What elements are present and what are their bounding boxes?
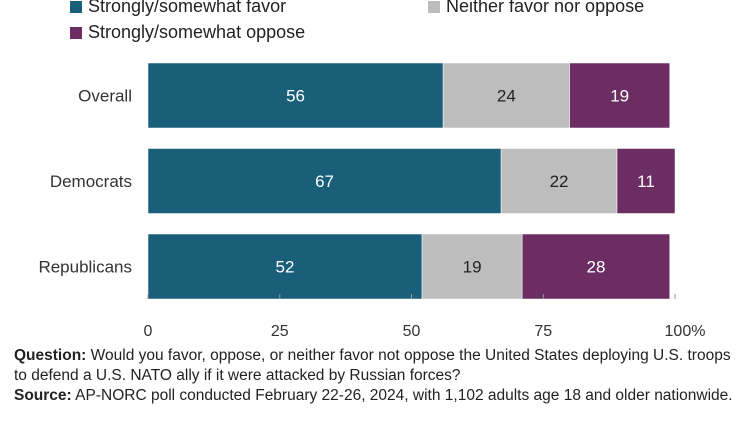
bar-democrats-series-1 — [500, 148, 618, 214]
legend-label-oppose: Strongly/somewhat oppose — [88, 22, 306, 42]
question-text: Would you favor, oppose, or neither favo… — [14, 347, 731, 384]
x-tick-label-75: 75 — [534, 323, 552, 340]
bar-republicans-series-2 — [521, 233, 670, 300]
bar-democrats-series-2 — [616, 148, 676, 214]
legend-item-neither: Neither favor nor oppose — [428, 0, 644, 17]
legend-label-favor: Strongly/somewhat favor — [88, 0, 287, 16]
category-label-republicans: Republicans — [38, 258, 132, 277]
legend-item-oppose: Strongly/somewhat oppose — [70, 22, 305, 43]
legend: Strongly/somewhat favor Neither favor no… — [0, 0, 747, 50]
bar-democrats-series-0 — [147, 148, 502, 214]
question-note: Question: Would you favor, oppose, or ne… — [14, 346, 739, 386]
data-label-republicans-series-1: 19 — [463, 258, 482, 277]
x-tick-label-0: 0 — [144, 323, 153, 340]
data-label-republicans-series-2: 28 — [586, 258, 605, 277]
legend-swatch-oppose — [70, 26, 82, 39]
x-tick-label-25: 25 — [271, 323, 289, 340]
data-label-overall-series-1: 24 — [497, 87, 516, 106]
source-note: Source: AP-NORC poll conducted February … — [14, 386, 739, 406]
data-label-democrats-series-2: 11 — [637, 172, 655, 191]
data-label-overall-series-2: 19 — [610, 87, 629, 106]
x-tick-label-50: 50 — [403, 323, 421, 340]
data-label-republicans-series-0: 52 — [276, 258, 295, 277]
source-label: Source: — [14, 387, 72, 404]
bar-republicans-series-0 — [147, 233, 423, 300]
data-label-democrats-series-0: 67 — [315, 172, 334, 191]
x-tick-label-100: 100% — [665, 323, 706, 340]
legend-label-neither: Neither favor nor oppose — [446, 0, 645, 16]
legend-swatch-favor — [70, 0, 82, 13]
bar-overall-series-0 — [147, 62, 444, 129]
category-label-overall: Overall — [78, 87, 132, 106]
legend-item-favor: Strongly/somewhat favor — [70, 0, 286, 17]
stacked-bar-chart: Overall 56 24 19 Democrats 67 22 11 Republicans 5… — [38, 62, 706, 340]
data-label-democrats-series-1: 22 — [550, 172, 569, 191]
chart-notes: Question: Would you favor, oppose, or ne… — [14, 346, 739, 406]
source-text: AP-NORC poll conducted February 22-26, 2… — [75, 387, 733, 404]
legend-swatch-neither — [428, 0, 440, 13]
category-label-democrats: Democrats — [50, 172, 132, 191]
bar-republicans-series-1 — [421, 233, 523, 300]
bar-overall-series-2 — [569, 62, 670, 129]
bar-overall-series-1 — [442, 62, 570, 129]
question-label: Question: — [14, 347, 87, 364]
data-label-overall-series-0: 56 — [286, 87, 305, 106]
